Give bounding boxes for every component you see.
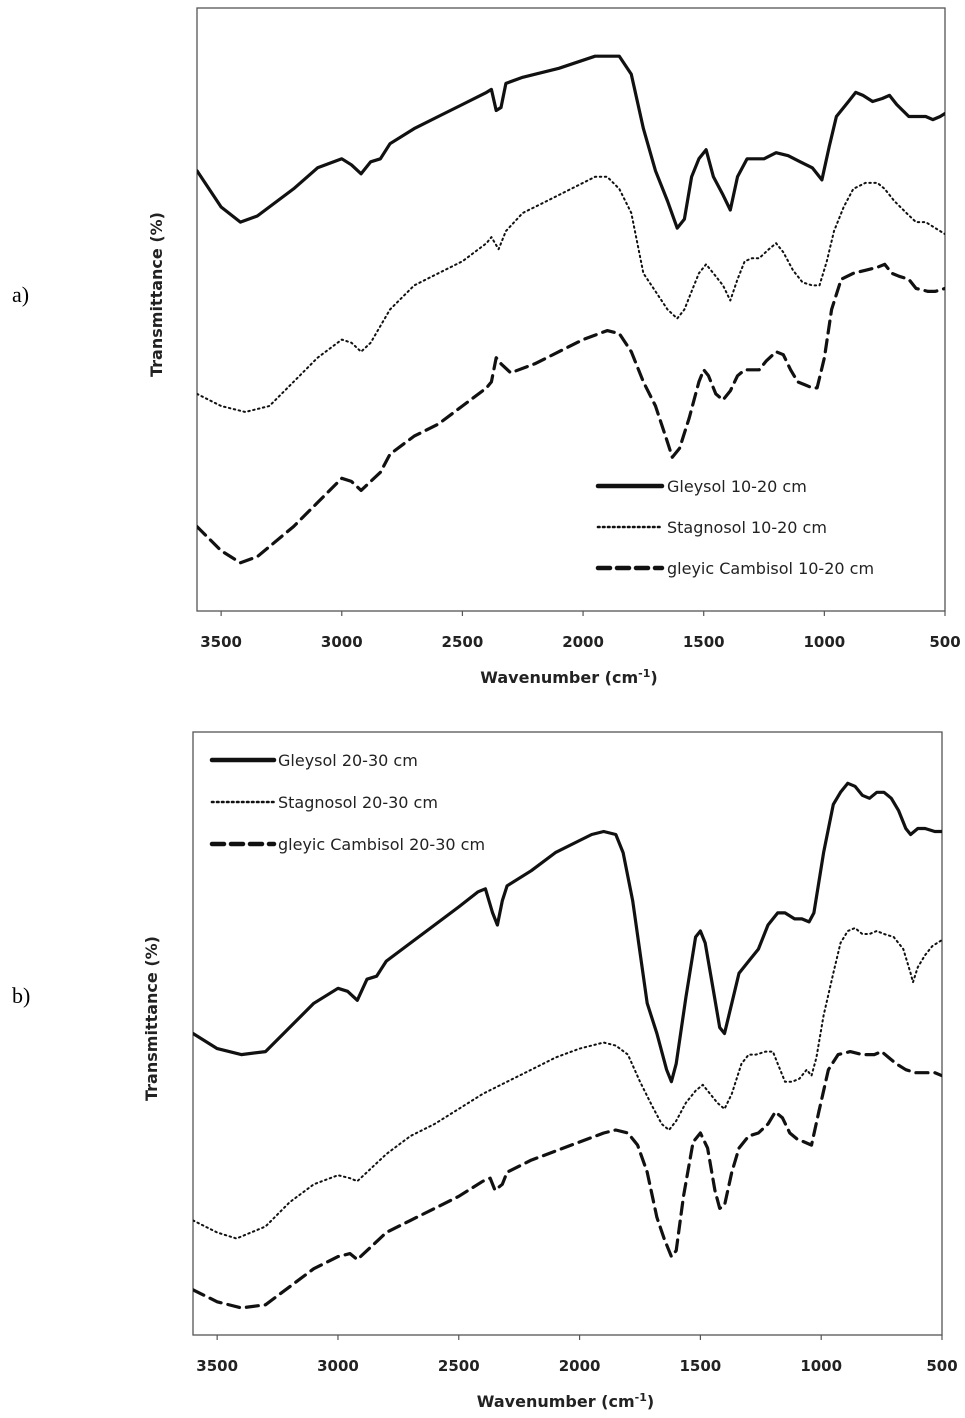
legend-label: gleyic Cambisol 20-30 cm (278, 835, 485, 854)
x-tick-label: 3000 (317, 1357, 359, 1375)
x-tick-label: 3000 (321, 633, 363, 651)
panel-label: b) (12, 983, 30, 1008)
x-tick-label: 1500 (680, 1357, 722, 1375)
x-tick-label: 500 (929, 633, 960, 651)
legend-label: gleyic Cambisol 10-20 cm (667, 559, 874, 578)
x-tick-label: 1500 (683, 633, 725, 651)
legend-label: Gleysol 20-30 cm (278, 751, 418, 770)
series-line-dotted (193, 927, 942, 1240)
legend-label: Stagnosol 20-30 cm (278, 793, 438, 812)
series-line-solid (197, 54, 945, 230)
series-line-dashed (193, 1050, 942, 1310)
y-axis-title: Transmittance (%) (142, 936, 161, 1101)
x-tick-label: 1000 (803, 633, 845, 651)
x-tick-label: 2500 (442, 633, 484, 651)
series-line-solid (193, 781, 942, 1084)
chart-panel-b: b) 3500 3000 2500 2000 1500 1000 500 Wavenumber … (12, 731, 958, 1411)
legend-label: Gleysol 10-20 cm (667, 477, 807, 496)
x-axis-title: Wavenumber (cm-1) (477, 1391, 654, 1411)
x-tick-label: 500 (926, 1357, 957, 1375)
plot-area-frame (196, 7, 946, 612)
x-axis-title: Wavenumber (cm-1) (480, 667, 657, 687)
series-line-dashed (197, 262, 945, 565)
x-tick-label: 2500 (438, 1357, 480, 1375)
y-axis-title: Transmittance (%) (147, 212, 166, 377)
x-tick-label: 3500 (200, 633, 242, 651)
series-line-dotted (197, 175, 945, 413)
x-tick-label: 1000 (800, 1357, 842, 1375)
x-tick-label: 2000 (562, 633, 604, 651)
x-tick-label: 2000 (559, 1357, 601, 1375)
panel-label: a) (12, 282, 29, 307)
x-tick-label: 3500 (196, 1357, 238, 1375)
legend-label: Stagnosol 10-20 cm (667, 518, 827, 537)
chart-panel-a: a) 3500 3000 2500 2000 1500 1000 500 Wavenumber … (12, 7, 961, 687)
